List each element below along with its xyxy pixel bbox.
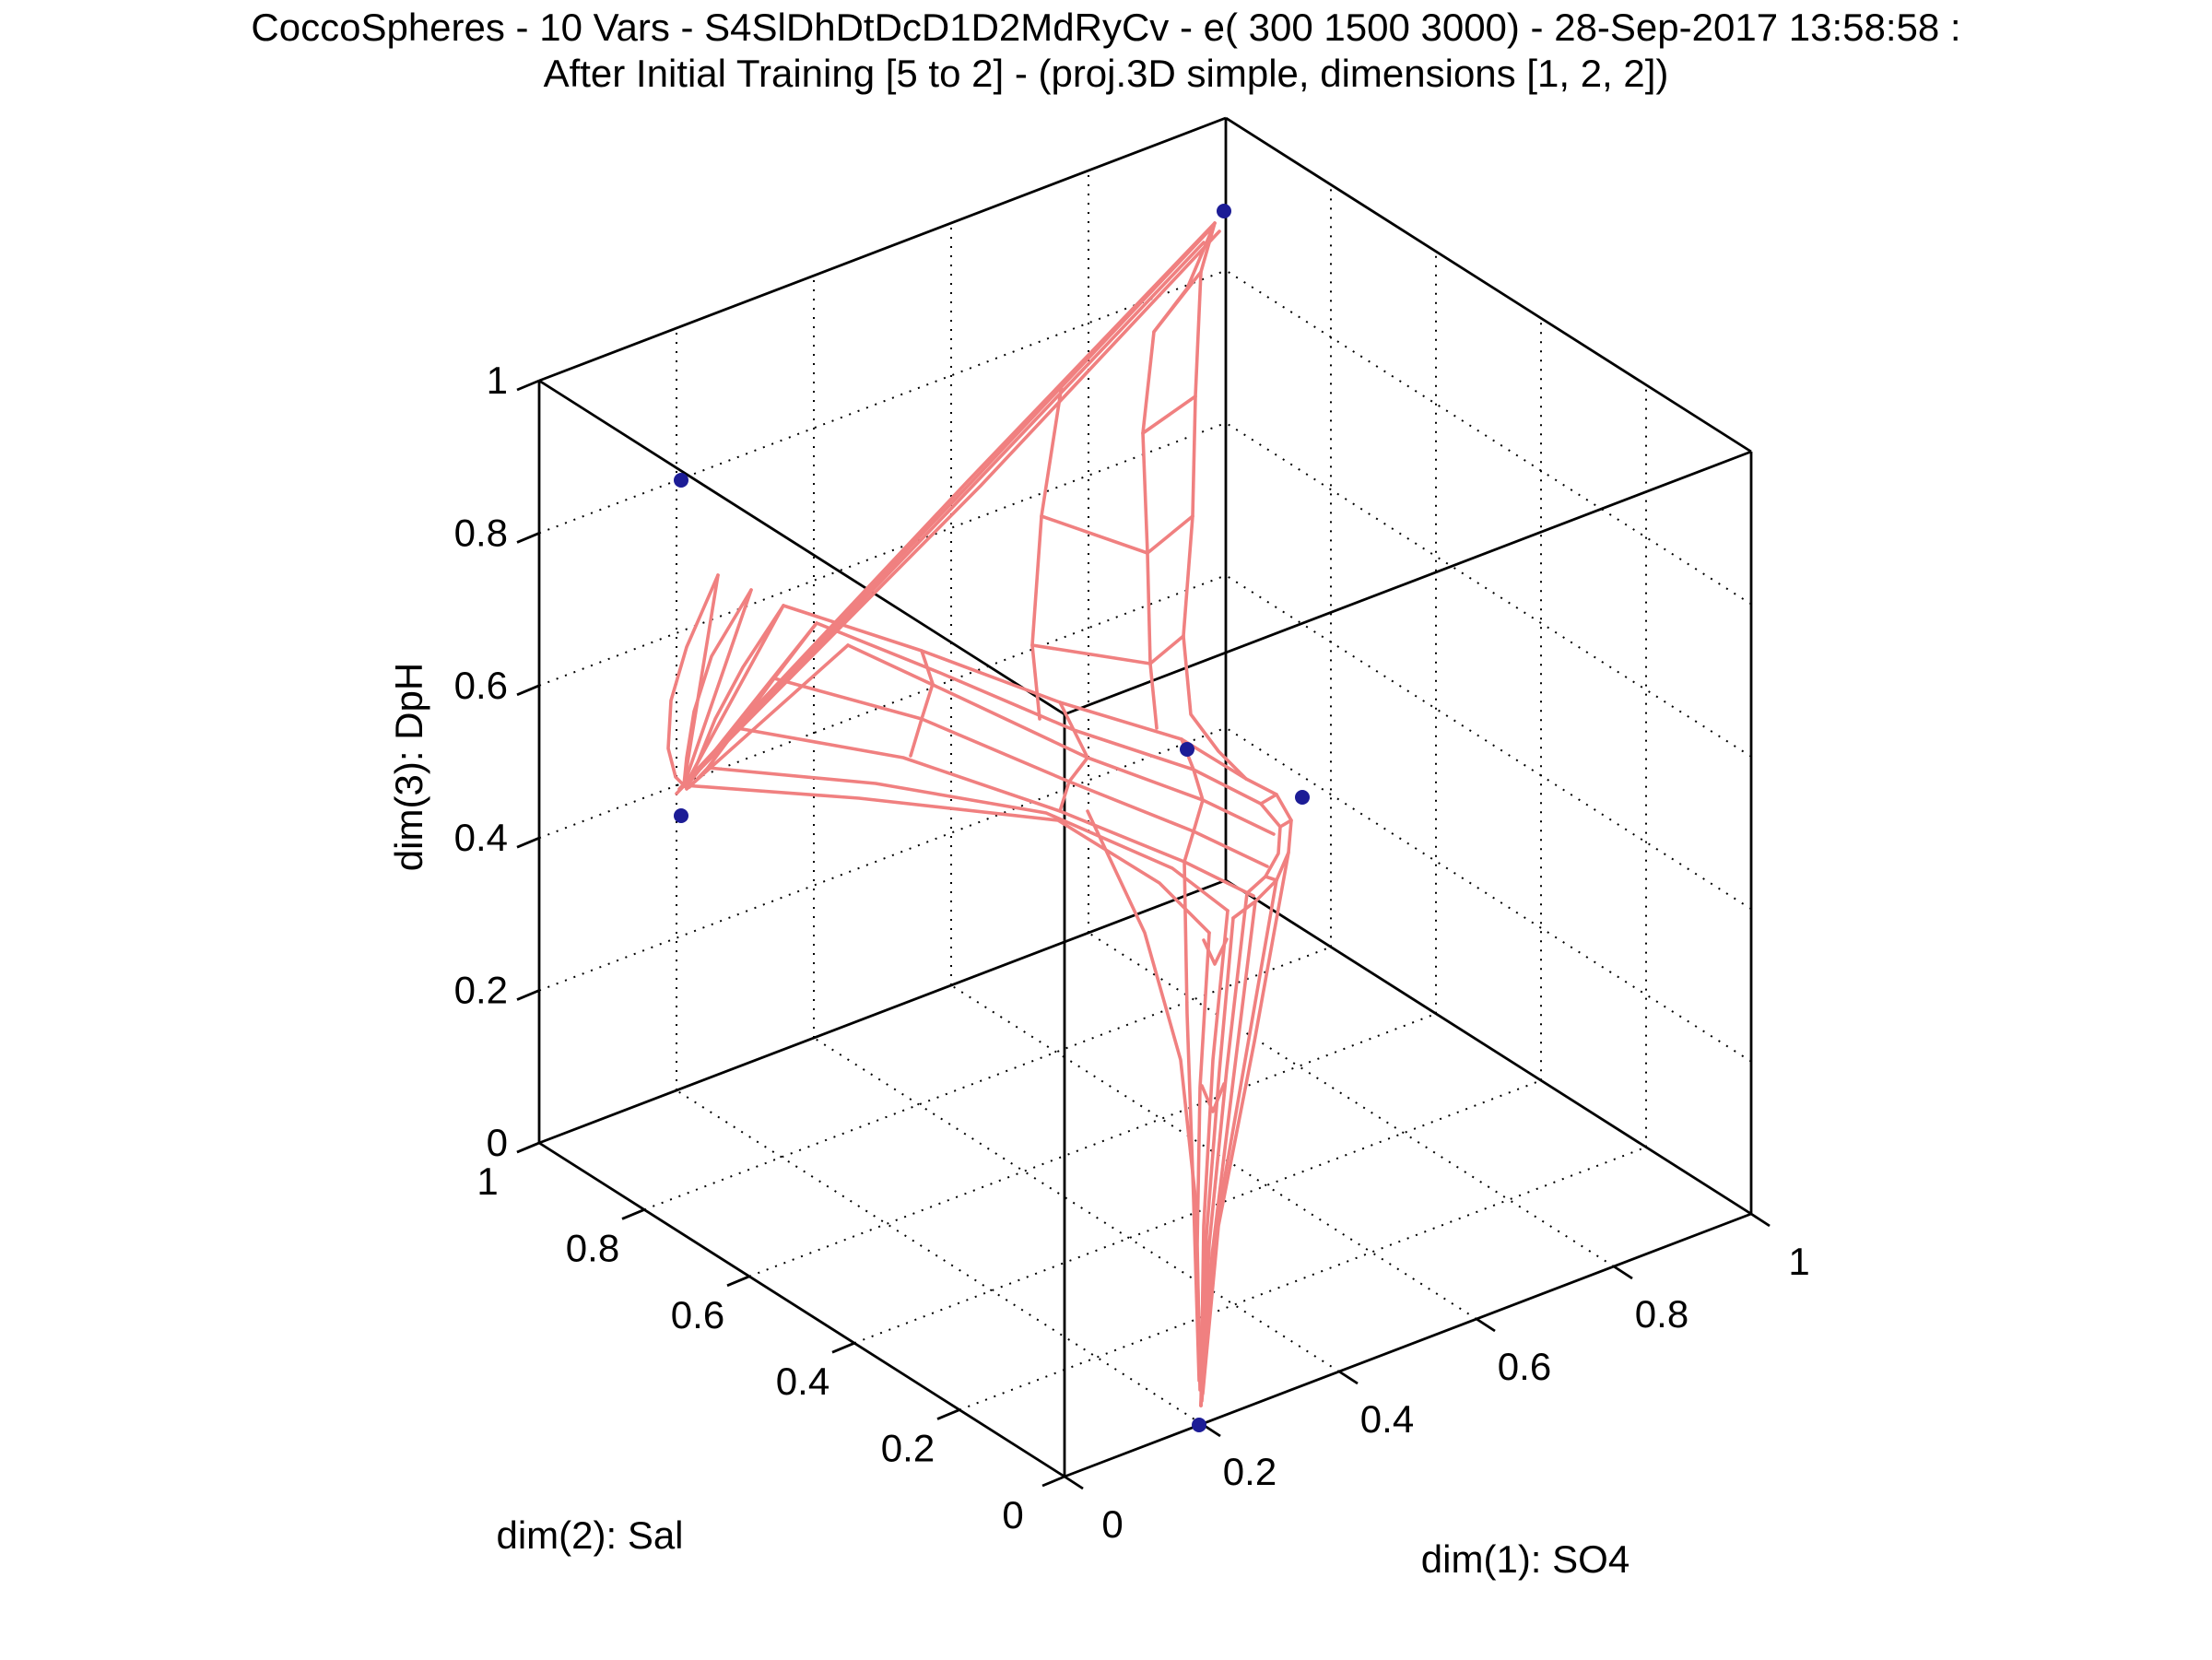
z-tick-label: 0.4: [454, 816, 508, 859]
y-tick-label: 0.4: [776, 1360, 830, 1403]
z-axis-label: dim(3): DpH: [387, 663, 430, 871]
x-tick-label: 1: [1788, 1240, 1809, 1283]
data-point: [1192, 1418, 1206, 1432]
scatter-points: [674, 204, 1310, 1432]
x-tick-label: 0.4: [1360, 1397, 1414, 1441]
mesh-segment: [1245, 802, 1282, 895]
data-point: [1217, 204, 1231, 218]
mesh-segment: [1146, 514, 1194, 555]
mesh-segment: [1058, 700, 1089, 813]
data-point: [674, 473, 688, 488]
x-tick-label: 0.2: [1223, 1450, 1277, 1493]
mesh-segment: [1199, 891, 1249, 1407]
mesh-segment: [666, 573, 720, 787]
x-tick-label: 0.8: [1635, 1292, 1688, 1336]
mesh-segment: [1086, 809, 1202, 1366]
mesh-segment: [684, 604, 785, 787]
y-tick-label: 0.6: [671, 1293, 724, 1336]
mesh-segment: [1030, 383, 1064, 721]
tick-marks: [516, 379, 1771, 1490]
x-tick-label: 0.6: [1498, 1345, 1551, 1388]
mesh-segment: [682, 588, 753, 787]
mesh-segment: [1180, 737, 1205, 864]
z-tick-label: 0.8: [454, 511, 508, 554]
mesh-segment: [1030, 643, 1152, 665]
z-tick-label: 1: [487, 359, 508, 402]
plot-title-line1: CoccoSpheres - 10 Vars - S4SlDhDtDcD1D2M…: [251, 6, 1961, 49]
mesh-segment: [682, 573, 720, 787]
y-tick-label: 0.8: [566, 1226, 619, 1269]
mesh-segment: [677, 229, 1211, 791]
tick-labels: 00.20.40.60.8100.20.40.60.8100.20.40.60.…: [454, 359, 1810, 1546]
data-point: [1295, 790, 1310, 805]
x-axis-label: dim(1): SO4: [1421, 1537, 1630, 1581]
mesh-segment: [909, 649, 935, 758]
z-tick-label: 0.6: [454, 664, 508, 707]
mesh-segment: [675, 241, 1206, 795]
mesh-segment: [1231, 777, 1293, 920]
plot-title-line2: After Initial Training [5 to 2] - (proj.…: [543, 52, 1669, 95]
y-tick-label: 1: [477, 1160, 498, 1203]
mesh-segment: [1201, 851, 1290, 1395]
mesh-segment: [685, 643, 850, 791]
axes-box: [537, 116, 1753, 1478]
mesh-segment: [1259, 793, 1278, 806]
mesh-segment: [1202, 937, 1229, 966]
data-point: [674, 808, 688, 823]
z-tick-label: 0: [487, 1121, 508, 1164]
mesh-segment: [706, 766, 1230, 912]
mesh-segment: [1200, 1082, 1226, 1113]
mesh-segment: [1278, 818, 1293, 829]
axis-labels: dim(1): SO4 dim(2): Sal dim(3): DpH: [387, 663, 1630, 1581]
y-axis-label: dim(2): Sal: [496, 1513, 683, 1557]
mesh-segment: [1182, 221, 1248, 781]
grid-lines: [538, 171, 1752, 1425]
z-tick-label: 0.2: [454, 969, 508, 1012]
mesh-segment: [1040, 514, 1149, 555]
y-tick-label: 0: [1002, 1493, 1023, 1536]
y-tick-label: 0.2: [881, 1427, 935, 1470]
mesh-segment: [682, 588, 753, 787]
mesh-segment: [682, 783, 1211, 935]
data-point: [1180, 742, 1194, 757]
wireframe-mesh: [666, 221, 1293, 1407]
mesh-segment: [1264, 875, 1278, 882]
mesh-segment: [1148, 634, 1185, 665]
mesh-segment: [1141, 394, 1197, 435]
mesh-segment: [1152, 270, 1203, 334]
x-tick-label: 0: [1101, 1502, 1123, 1546]
mesh-segment: [782, 604, 1248, 781]
